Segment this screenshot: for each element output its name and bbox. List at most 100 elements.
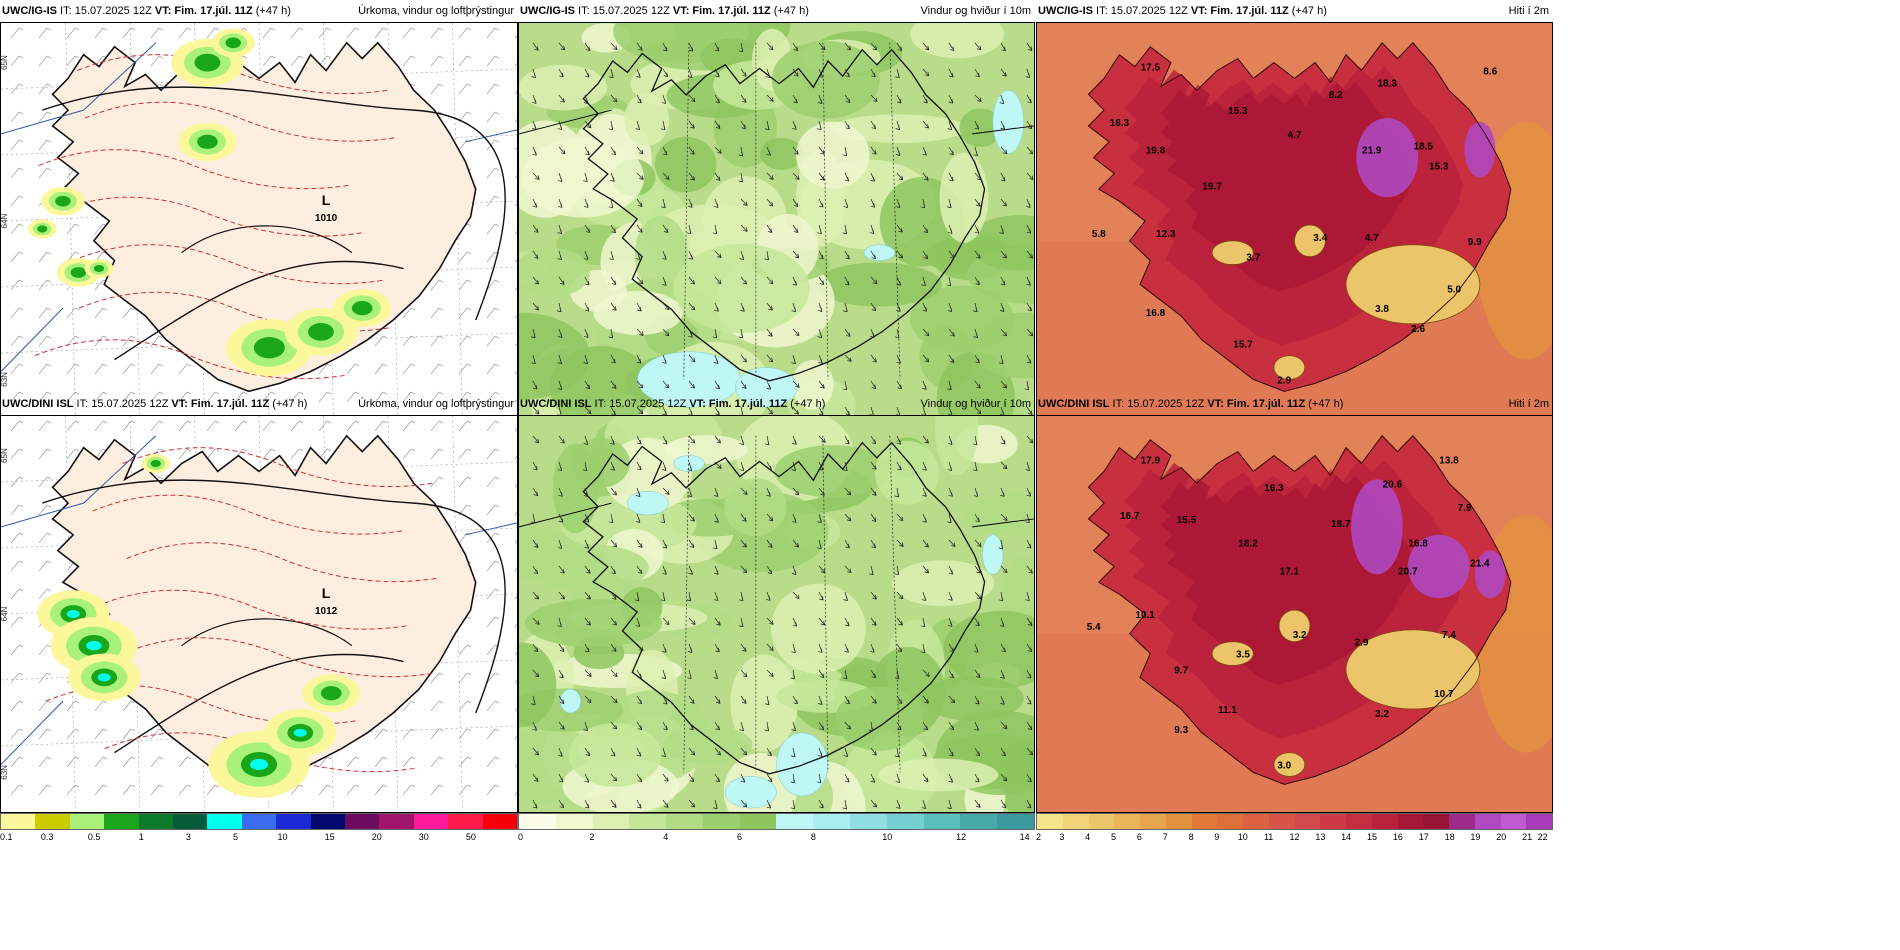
colorbar-swatch [960, 814, 998, 829]
temperature-label: 20.6 [1383, 479, 1403, 490]
colorbar-label: 7 [1162, 832, 1168, 842]
model-name: UWC/DINI ISL [2, 398, 74, 410]
colorbar-label: 8 [810, 832, 816, 842]
colorbar-swatch [1140, 814, 1166, 829]
colorbar-swatch [379, 814, 414, 829]
temperature-label: 17.1 [1280, 566, 1300, 577]
temperature-label: 15.3 [1228, 106, 1248, 117]
colorbar-label: 12 [956, 832, 967, 842]
colorbar-label: 10 [277, 832, 288, 842]
colorbar-swatch [886, 814, 924, 829]
valid-time: VT: Fim. 17.júl. 11Z [1190, 5, 1289, 17]
colorbar-swatch [1088, 814, 1115, 829]
colorbar-swatch [173, 814, 208, 829]
lead-time: (+47 h) [770, 5, 809, 17]
temperature-label: 18.5 [1414, 142, 1434, 153]
colorbar-swatch [555, 814, 593, 829]
colorbar-label: 12 [1289, 832, 1300, 842]
colorbar-swatch [1423, 814, 1449, 829]
colorbar-swatch [1217, 814, 1243, 829]
temperature-label: 16.7 [1120, 511, 1140, 522]
colorbar-swatch [1191, 814, 1218, 829]
panel-header: UWC/IG-IS IT: 15.07.2025 12Z VT: Fim. 17… [518, 0, 1035, 22]
colorbar-swatch [35, 814, 70, 829]
colorbar-swatch [207, 814, 242, 829]
colorbar-swatch [345, 814, 380, 829]
colorbar-swatch [138, 814, 174, 829]
temperature-label: 16.8 [1146, 308, 1166, 319]
model-name: UWC/DINI ISL [1038, 398, 1110, 410]
latitude-label: 63N [1, 372, 9, 387]
colorbar-label: 22 [1537, 832, 1548, 842]
low-pressure-value: 1010 [315, 213, 338, 224]
panel-title: Úrkoma, vindur og loftþrýstingur [358, 398, 514, 410]
precip-map: L 1012 65N 64N 63N [0, 415, 518, 813]
init-time: IT: 15.07.2025 12Z [575, 5, 673, 17]
colorbar-label: 15 [1367, 832, 1378, 842]
colorbar-label: 10 [1237, 832, 1248, 842]
temperature-label: 4.7 [1288, 130, 1302, 141]
temperature-label: 16.8 [1408, 539, 1428, 550]
temperature-label: 21.4 [1470, 558, 1490, 569]
colorbar-label: 0.3 [40, 832, 54, 842]
valid-time: VT: Fim. 17.júl. 11Z [689, 398, 788, 410]
temperature-label: 9.9 [1468, 237, 1482, 248]
temperature-label: 4.7 [1365, 233, 1379, 244]
init-time: IT: 15.07.2025 12Z [73, 398, 172, 410]
panel-title: Vindur og hviður í 10m [920, 398, 1031, 410]
wind-map [518, 22, 1035, 420]
temperature-label: 3.2 [1375, 709, 1389, 720]
valid-time: VT: Fim. 17.júl. 11Z [171, 398, 270, 410]
panel-wind-igis: UWC/IG-IS IT: 15.07.2025 12Z VT: Fim. 17… [518, 0, 1035, 460]
colorbar-swatch [1397, 814, 1424, 829]
panel-header: UWC/DINI ISL IT: 15.07.2025 12Z VT: Fim.… [518, 393, 1035, 415]
colorbar-swatch [592, 814, 630, 829]
colorbar-label: 3 [185, 832, 191, 842]
panel-title: Vindur og hviður í 10m [920, 5, 1031, 17]
panel-header: UWC/IG-IS IT: 15.07.2025 12Z VT: Fim. 17… [1036, 0, 1553, 22]
colorbar-swatch [1268, 814, 1295, 829]
colorbar-swatch [1294, 814, 1321, 829]
panel-title: Hiti í 2m [1508, 398, 1549, 410]
colorbar-label: 15 [324, 832, 335, 842]
colorbar-swatch [276, 814, 311, 829]
latitude-label: 65N [1, 55, 9, 70]
colorbar-label: 18 [1444, 832, 1455, 842]
colorbar-label: 14 [1019, 832, 1030, 842]
colorbar-swatch [1500, 814, 1527, 829]
temperature-label: 11.1 [1218, 705, 1237, 716]
colorbar-swatch [241, 814, 277, 829]
colorbar-label: 21 [1522, 832, 1533, 842]
temperature-label: 18.7 [1331, 519, 1351, 530]
colorbar-swatch [1371, 814, 1398, 829]
lead-time: (+47 h) [1288, 5, 1327, 17]
colorbar-swatch [739, 814, 777, 829]
panel-header: UWC/DINI ISL IT: 15.07.2025 12Z VT: Fim.… [1036, 393, 1553, 415]
lead-time: (+47 h) [1305, 398, 1344, 410]
panel-precip-igis: UWC/IG-IS IT: 15.07.2025 12Z VT: Fim. 17… [0, 0, 518, 460]
colorbar-label: 16 [1392, 832, 1403, 842]
colorbar-label: 20 [371, 832, 382, 842]
panel-title: Úrkoma, vindur og loftþrýstingur [358, 5, 514, 17]
colorbar-label: 6 [737, 832, 743, 842]
precip-map: L 1010 65N 64N 63N [0, 22, 518, 420]
temperature-label: 15.5 [1177, 515, 1197, 526]
temperature-label: 16.3 [1110, 118, 1130, 129]
temperature-label: 3.5 [1236, 650, 1250, 661]
colorbar-label: 10 [882, 832, 893, 842]
colorbar-label: 50 [465, 832, 476, 842]
low-pressure-value: 1012 [315, 606, 338, 617]
colorbar-swatch [413, 814, 449, 829]
panel-header: UWC/IG-IS IT: 15.07.2025 12Z VT: Fim. 17… [0, 0, 518, 22]
wind-map [518, 415, 1035, 813]
temperature-label: 3.4 [1313, 233, 1327, 244]
panel-temp-dini: UWC/DINI ISL IT: 15.07.2025 12Z VT: Fim.… [1036, 393, 1553, 853]
colorbar-swatch [519, 814, 556, 829]
colorbar-swatch [1114, 814, 1140, 829]
temperature-label: 3.2 [1293, 630, 1307, 641]
temperature-label: 7.9 [1457, 503, 1471, 514]
init-time: IT: 15.07.2025 12Z [1093, 5, 1191, 17]
model-name: UWC/IG-IS [520, 5, 575, 17]
colorbar-swatch [1474, 814, 1501, 829]
latitude-label: 65N [1, 448, 9, 463]
